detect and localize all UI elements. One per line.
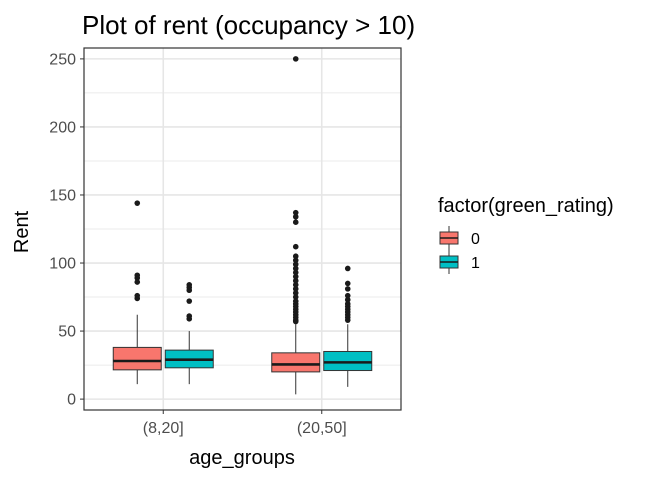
outlier-point: [292, 213, 299, 220]
outlier-point: [134, 275, 141, 281]
outlier-point: [344, 317, 351, 323]
legend: factor(green_rating) 0 1: [438, 195, 614, 274]
y-tick-label: 100: [49, 256, 76, 273]
outlier-point: [292, 253, 299, 260]
outlier-point: [292, 294, 299, 300]
outlier-point: [292, 257, 299, 264]
legend-label: 1: [471, 255, 480, 272]
outlier-point: [292, 273, 299, 280]
y-tick-label: 150: [49, 187, 76, 204]
legend-label: 0: [471, 231, 480, 248]
outlier-point: [292, 209, 299, 216]
y-tick-label: 250: [49, 51, 76, 68]
outlier-point: [292, 56, 299, 62]
y-axis: 0 50 100 150 200 250: [49, 51, 84, 409]
outlier-point: [344, 296, 351, 303]
outlier-point: [344, 292, 351, 299]
outlier-point: [292, 265, 299, 272]
x-tick-label: (20,50]: [297, 420, 347, 437]
box-0-0: [112, 200, 162, 385]
legend-key-1: [439, 250, 459, 274]
y-tick-label: 200: [49, 119, 76, 136]
outlier-point: [344, 280, 351, 287]
outlier-point: [134, 295, 141, 302]
legend-key-0: [439, 226, 459, 250]
outlier-point: [292, 281, 299, 288]
outlier-point: [292, 290, 299, 296]
box-1-0: [164, 281, 214, 385]
outlier-point: [292, 286, 299, 292]
outlier-point: [292, 219, 299, 225]
y-tick-label: 0: [67, 392, 76, 409]
x-tick-label: (8,20]: [143, 420, 184, 437]
outlier-point: [292, 277, 299, 284]
y-axis-title: Rent: [11, 210, 33, 253]
outlier-point: [134, 279, 141, 285]
outlier-point: [186, 287, 193, 294]
outlier-point: [292, 318, 299, 325]
outlier-point: [186, 316, 193, 322]
outlier-point: [134, 200, 141, 206]
plot-panel: [83, 47, 402, 411]
box-iqr: [323, 350, 373, 372]
panel-border: [83, 47, 402, 411]
legend-title: factor(green_rating): [438, 195, 614, 217]
y-tick-label: 50: [58, 324, 76, 341]
outlier-point: [292, 261, 299, 268]
outlier-point: [292, 269, 299, 276]
box-0-1: [271, 56, 321, 395]
x-axis: (8,20] (20,50]: [143, 410, 347, 437]
box-iqr: [271, 352, 321, 373]
outlier-point: [292, 243, 299, 250]
box-iqr: [112, 346, 162, 371]
outlier-point: [344, 265, 351, 272]
outlier-point: [186, 298, 193, 304]
x-axis-title: age_groups: [189, 447, 295, 469]
outlier-point: [344, 286, 351, 292]
box-1-1: [323, 265, 373, 387]
chart-title: Plot of rent (occupancy > 10): [82, 10, 415, 40]
